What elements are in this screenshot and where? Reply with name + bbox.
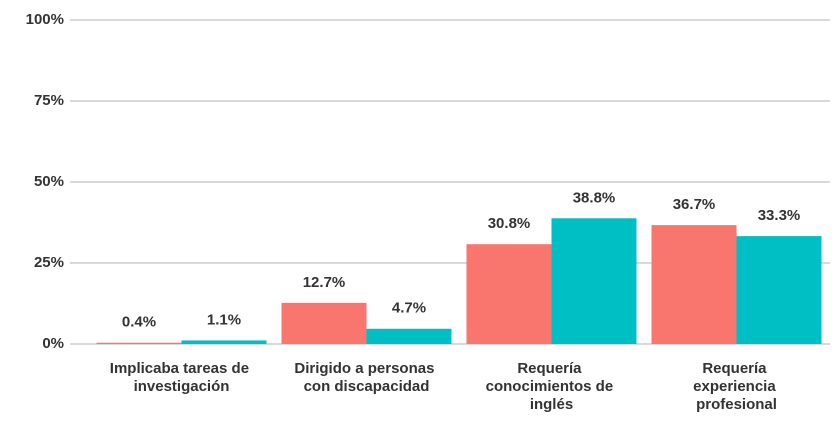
bar xyxy=(281,302,367,344)
value-label: 36.7% xyxy=(673,196,716,213)
value-label: 38.8% xyxy=(573,189,616,206)
value-label: 12.7% xyxy=(303,274,346,291)
y-tick-label: 25% xyxy=(34,254,64,271)
y-tick-label: 0% xyxy=(42,335,64,352)
bar xyxy=(366,328,452,344)
bar xyxy=(651,225,737,344)
value-label: 1.1% xyxy=(207,311,241,328)
bar xyxy=(96,342,182,344)
x-tick-label: Dirigido a personas con discapacidad xyxy=(294,360,438,395)
value-label: 30.8% xyxy=(488,215,531,232)
bar xyxy=(181,340,267,344)
y-tick-label: 75% xyxy=(34,92,64,109)
y-tick-label: 50% xyxy=(34,173,64,190)
bar xyxy=(551,218,637,344)
value-label: 4.7% xyxy=(392,300,426,317)
value-label: 0.4% xyxy=(122,314,156,331)
bar xyxy=(466,244,552,344)
value-label: 33.3% xyxy=(758,207,801,224)
x-tick-label: Requería experiencia profesional xyxy=(693,360,780,413)
x-tick-label: Implicaba tareas de investigación xyxy=(110,360,253,395)
x-tick-label: Requería conocimientos de inglés xyxy=(486,360,618,413)
y-tick-label: 100% xyxy=(26,11,64,28)
bar xyxy=(736,236,822,344)
